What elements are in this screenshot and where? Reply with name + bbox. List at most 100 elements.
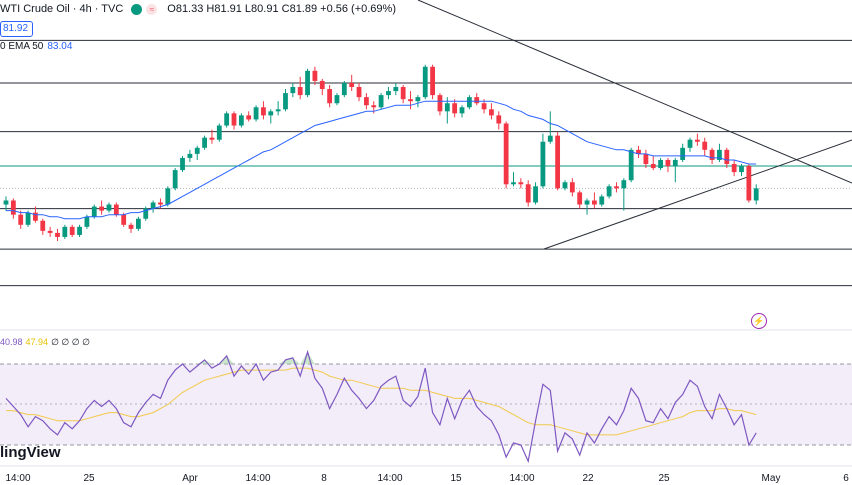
candle <box>231 111 237 130</box>
candle <box>386 87 391 100</box>
candle <box>268 109 274 124</box>
rsi-overbought-segment <box>204 359 212 364</box>
candle <box>55 228 60 242</box>
market-status-icon <box>131 3 143 15</box>
candle <box>246 111 252 122</box>
chart-header: WTI Crude Oil · 4h · TVC ≈ O81.33 H81.91… <box>0 0 396 18</box>
x-tick-label: 14:00 <box>377 473 403 484</box>
candle <box>474 93 480 106</box>
price-badge: 81.92 <box>0 21 34 37</box>
candle <box>643 149 649 169</box>
candle <box>378 93 384 110</box>
candle <box>621 178 627 211</box>
candle <box>584 198 590 215</box>
candle <box>106 202 112 213</box>
candle <box>261 101 266 120</box>
x-tick-label: 6 <box>843 473 849 484</box>
lightning-icon[interactable]: ⚡ <box>751 313 767 329</box>
candle <box>180 155 185 173</box>
ema-value: 83.04 <box>47 41 73 52</box>
candle <box>680 143 686 162</box>
ascending-trendline <box>543 139 852 250</box>
candle <box>636 145 641 158</box>
candle <box>47 226 53 237</box>
candle <box>209 129 215 144</box>
candle <box>143 206 149 221</box>
symbol-title[interactable]: WTI Crude Oil · 4h · TVC <box>0 3 124 15</box>
candle <box>555 131 561 191</box>
candle <box>614 182 619 193</box>
candle <box>334 93 340 106</box>
rsi-overbought-segment <box>300 351 308 364</box>
candle <box>694 133 700 146</box>
candle <box>518 178 524 189</box>
candle <box>569 178 575 197</box>
candle <box>400 84 406 104</box>
candle <box>562 180 568 191</box>
candle <box>77 224 82 237</box>
candle <box>739 164 744 177</box>
tradingview-logo[interactable]: lingView <box>0 444 61 461</box>
candle <box>150 200 156 213</box>
candle <box>341 80 347 98</box>
candle <box>599 194 605 207</box>
x-tick-label: 14:00 <box>5 473 31 484</box>
rsi-overbought-segment <box>285 357 293 364</box>
candle <box>238 113 244 128</box>
rsi-legend: 40.98 47.94 ∅ ∅ ∅ ∅ <box>0 337 90 348</box>
candle <box>69 224 75 237</box>
candle <box>650 155 656 171</box>
candle <box>665 157 671 173</box>
candle <box>356 82 362 102</box>
candle <box>731 159 737 177</box>
candle <box>415 95 421 108</box>
candle <box>349 74 355 92</box>
candle <box>496 111 502 130</box>
candle <box>283 89 288 112</box>
candle <box>135 216 141 231</box>
candle <box>10 198 16 219</box>
rsi-ma-line <box>6 367 757 436</box>
candle <box>165 186 171 207</box>
candle <box>592 192 597 209</box>
candles <box>3 64 759 242</box>
x-tick-label: 25 <box>658 473 670 484</box>
candle <box>202 135 207 150</box>
rsi-overbought-segment <box>307 351 315 364</box>
candle <box>363 93 369 110</box>
candle <box>62 224 68 239</box>
candle <box>606 184 612 199</box>
candle <box>709 147 715 165</box>
candle <box>319 78 325 96</box>
candle <box>216 123 222 142</box>
candle <box>18 210 24 229</box>
candle <box>3 196 9 211</box>
descending-trendline <box>417 0 852 184</box>
pending-icon: ≈ <box>146 3 158 15</box>
candle <box>297 76 303 100</box>
candle <box>305 68 310 98</box>
candle <box>577 190 583 209</box>
x-tick-label: May <box>761 473 781 484</box>
candle <box>687 137 693 152</box>
rsi-ma-value: 47.94 <box>25 337 49 347</box>
candle <box>702 137 708 156</box>
candle <box>547 111 553 144</box>
candle <box>459 105 465 118</box>
candle <box>628 147 634 183</box>
candle <box>511 172 516 187</box>
candle <box>717 143 722 162</box>
candle <box>40 218 46 235</box>
candle <box>393 82 399 96</box>
ohlc-values: O81.33 H81.91 L80.91 C81.89 +0.56 (+0.69… <box>167 3 396 15</box>
candle <box>753 184 759 205</box>
candle <box>327 84 333 108</box>
candle <box>525 180 531 207</box>
rsi-line <box>5 349 757 464</box>
candle <box>99 200 105 215</box>
candle <box>724 147 730 169</box>
candle <box>290 82 296 98</box>
candle <box>253 105 259 122</box>
candle <box>672 157 678 183</box>
